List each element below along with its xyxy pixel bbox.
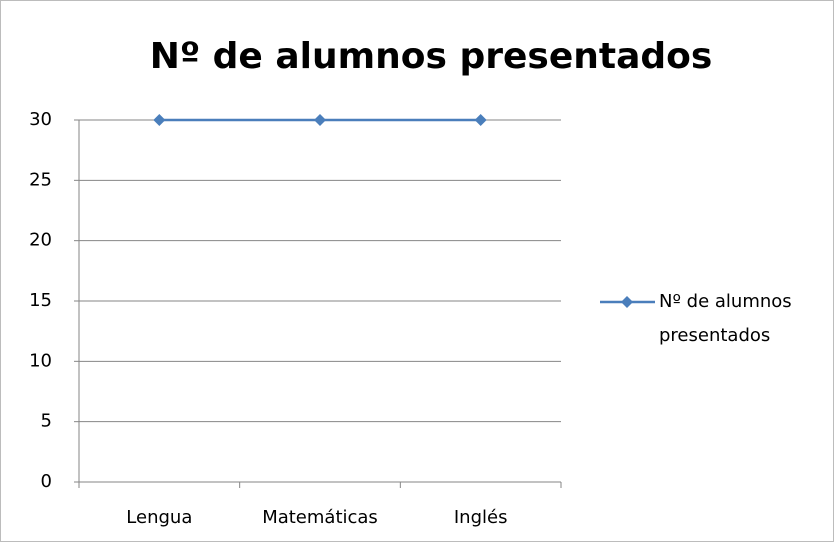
y-tick-label: 5 <box>41 411 52 432</box>
legend-marker <box>621 296 633 308</box>
y-tick-label: 25 <box>29 169 52 190</box>
y-tick-label: 0 <box>41 471 52 492</box>
y-tick-label: 30 <box>29 109 52 130</box>
y-tick-label: 20 <box>29 230 52 251</box>
legend-label: Nº de alumnos presentados <box>659 291 792 346</box>
y-tick-label: 10 <box>29 350 52 371</box>
x-tick-label: Lengua <box>126 507 192 528</box>
point <box>153 114 166 126</box>
y-tick-label: 15 <box>29 290 52 311</box>
chart-title: Nº de alumnos presentados <box>150 36 713 77</box>
point <box>474 114 487 126</box>
x-tick-label: Inglés <box>454 507 508 528</box>
point <box>314 114 326 126</box>
x-tick-label: Matemáticas <box>262 507 378 528</box>
